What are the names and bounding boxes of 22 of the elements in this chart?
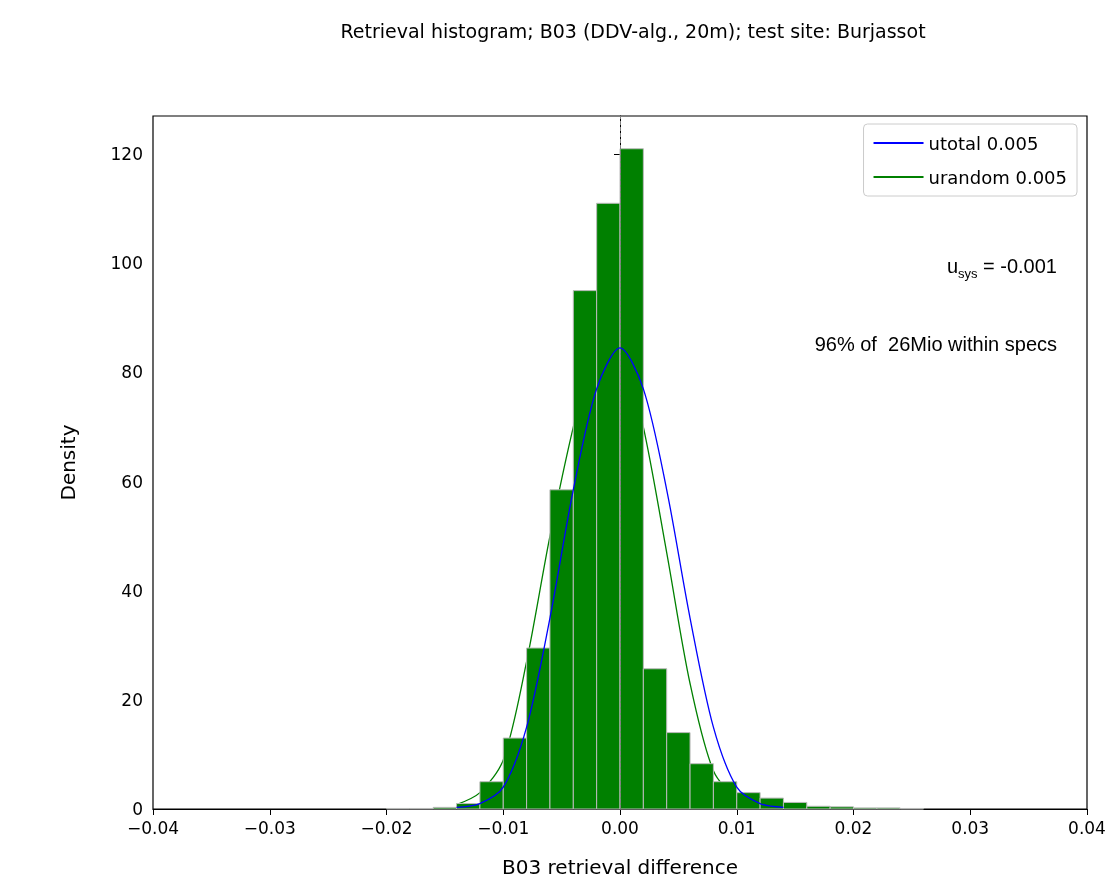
chart-title: Retrieval histogram; B03 (DDV-alg., 20m); test site: Burjassot	[340, 19, 926, 42]
x-tick-label: 0.00	[601, 817, 639, 838]
legend-label: urandom 0.005	[928, 166, 1068, 188]
legend-label: utotal 0.005	[928, 132, 1039, 154]
x-tick-label: 0.02	[834, 817, 873, 838]
y-tick-label: 20	[121, 689, 143, 710]
annotation: 96% of 26Mio within specs	[814, 333, 1057, 355]
x-tick-label: −0.04	[126, 817, 180, 838]
x-tick-label: 0.04	[1068, 817, 1106, 838]
y-tick-label: 100	[110, 253, 143, 274]
y-tick-label: 80	[121, 362, 143, 383]
y-tick-label: 40	[121, 580, 143, 601]
x-tick-label: −0.03	[243, 817, 296, 838]
x-tick-label: 0.03	[951, 817, 990, 838]
y-tick-label: 60	[121, 471, 143, 492]
x-axis-title: B03 retrieval difference	[502, 855, 738, 879]
x-tick-label: −0.02	[360, 817, 413, 838]
y-tick-label: 120	[110, 144, 143, 165]
y-axis-title: Density	[56, 424, 80, 501]
x-tick-label: −0.01	[477, 817, 530, 838]
y-tick-label: 0	[132, 799, 143, 819]
x-tick-label: 0.01	[717, 817, 756, 838]
